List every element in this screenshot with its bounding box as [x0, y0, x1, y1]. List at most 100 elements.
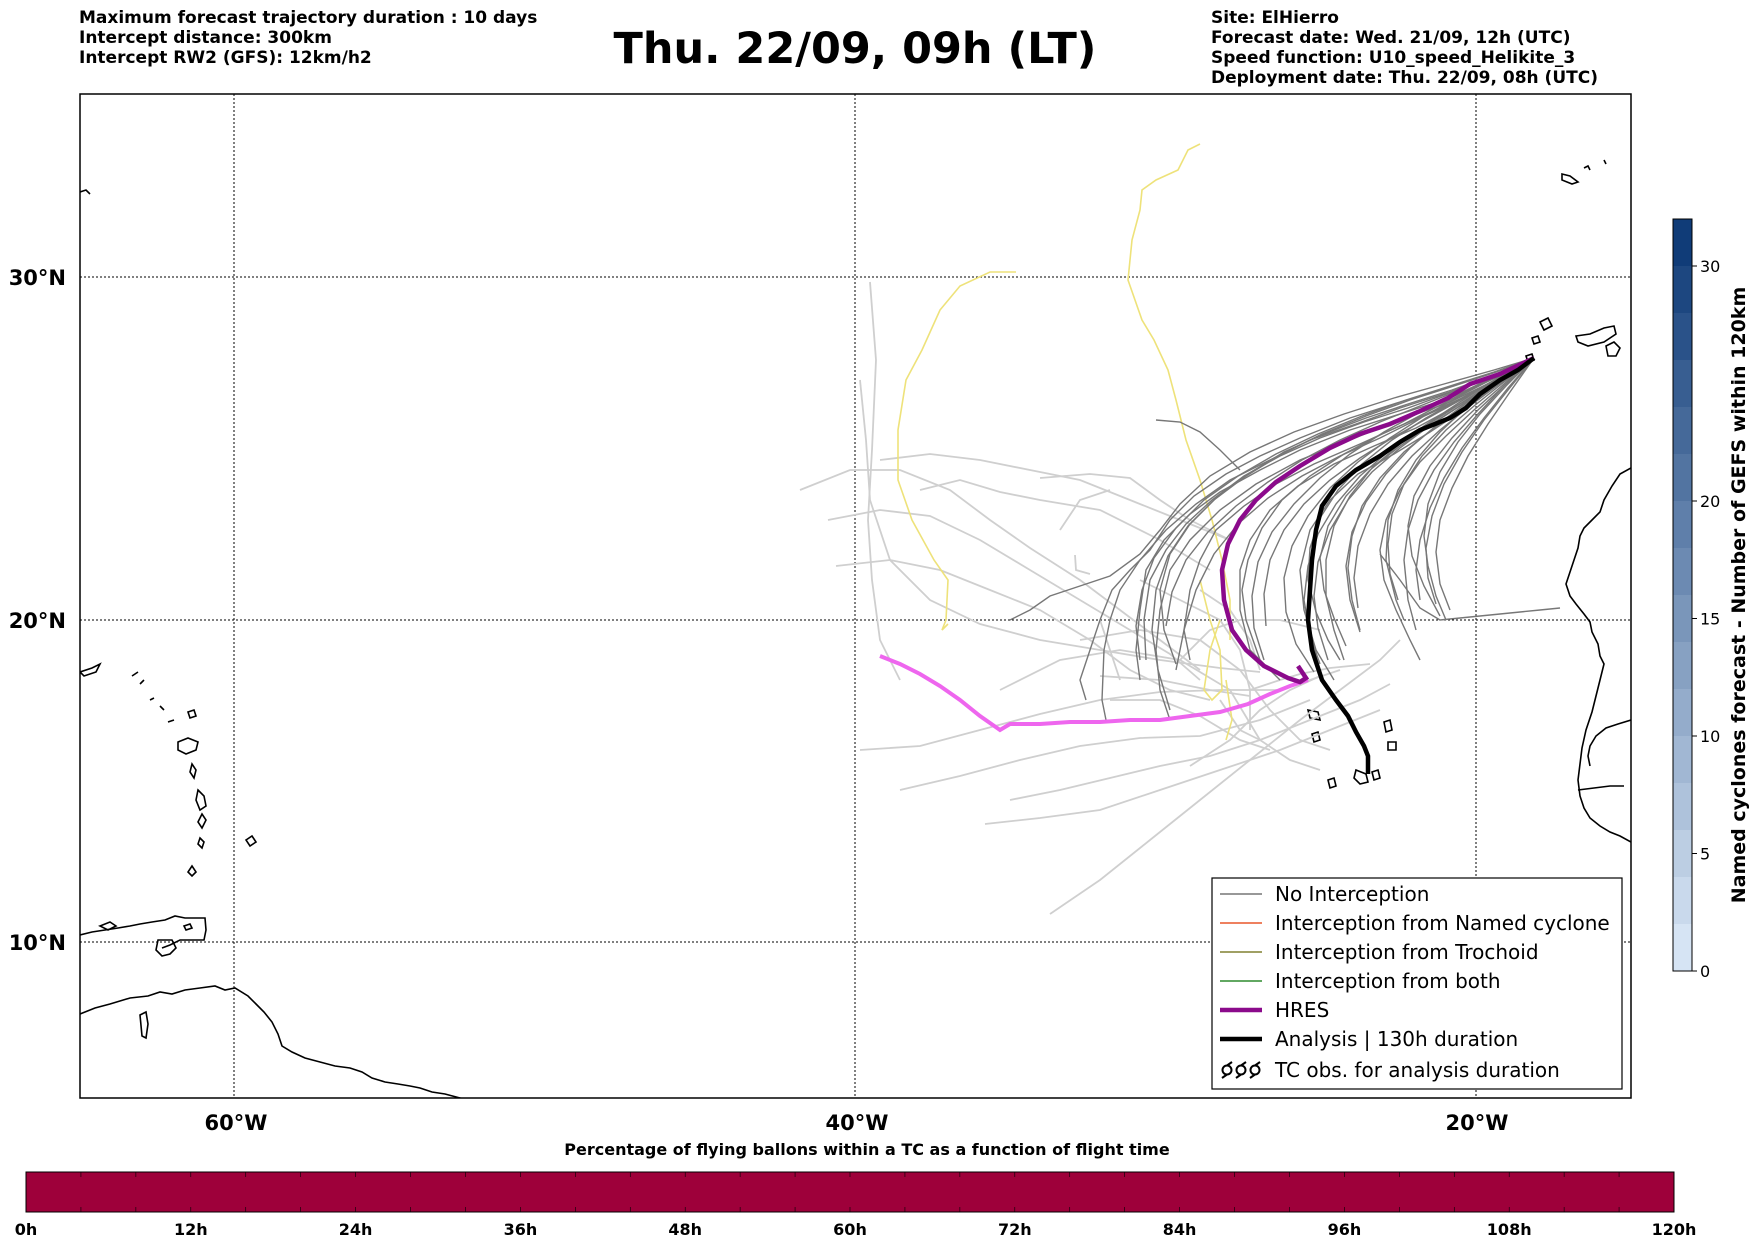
bottom-bar-title: Percentage of flying ballons within a TC…: [564, 1140, 1170, 1159]
colorbar-tick-label: 20: [1700, 492, 1720, 511]
hour-tick-label: 0h: [15, 1220, 38, 1239]
hour-tick-label: 72h: [998, 1220, 1032, 1239]
barbados: [244, 834, 258, 848]
lat-label-10: 10°N: [9, 931, 66, 955]
yellow-trajectories: [897, 143, 1233, 741]
colorbar-tick-label: 5: [1700, 845, 1710, 864]
st-lucia: [197, 812, 207, 830]
legend-label-analysis: Analysis | 130h duration: [1275, 1027, 1518, 1051]
colorbar-tick-label: 15: [1700, 610, 1720, 629]
hour-tick-label: 96h: [1328, 1220, 1362, 1239]
tc-percentage-bar: [25, 1171, 1675, 1213]
bermuda: [80, 189, 91, 195]
puerto-rico-virgin: [80, 662, 102, 677]
coastlines: [80, 159, 1631, 1098]
lat-label-20: 20°N: [9, 609, 66, 633]
lat-label-30: 30°N: [9, 266, 66, 290]
margarita: [98, 921, 118, 931]
colorbar-cell: [1673, 595, 1692, 642]
lanzarote-fuerteventura: [1574, 325, 1617, 347]
tenerife: [1538, 316, 1554, 332]
hour-tick-label: 84h: [1163, 1220, 1197, 1239]
colorbar-cell: [1673, 266, 1692, 313]
hour-tick-label: 108h: [1487, 1220, 1532, 1239]
hres-line: [1219, 355, 1535, 685]
colorbar-cell: [1673, 454, 1692, 501]
colorbar-cell: [1673, 407, 1692, 454]
cape-verde-5: [1371, 768, 1381, 782]
header-right-info: Site: ElHierro Forecast date: Wed. 21/09…: [1211, 8, 1598, 88]
cape-verde-3: [1306, 708, 1322, 722]
colorbar-cell: [1673, 783, 1692, 830]
antigua: [186, 708, 198, 720]
south-america-coast: [80, 985, 465, 1098]
hour-tick-label: 24h: [339, 1220, 373, 1239]
colorbar-tick-label: 10: [1700, 727, 1720, 746]
cape-verde-7: [1311, 730, 1321, 744]
colorbar-cell: [1673, 736, 1692, 783]
legend-label-both: Interception from both: [1275, 969, 1501, 993]
senegal-coast: [1587, 719, 1631, 767]
colorbar-cells: [1673, 219, 1692, 971]
madeira: [1561, 172, 1580, 185]
colorbar-cell: [1673, 642, 1692, 689]
la-gomera: [1530, 334, 1542, 346]
hour-tick-label: 120h: [1652, 1220, 1697, 1239]
guadeloupe: [177, 737, 199, 755]
trinidad-south: [139, 1010, 149, 1040]
gran-canaria: [1605, 341, 1621, 357]
page-title: Thu. 22/09, 09h (LT): [613, 24, 1097, 74]
colorbar-cell: [1673, 924, 1692, 971]
forecast-date-text: Forecast date: Wed. 21/09, 12h (UTC): [1211, 28, 1571, 48]
cyclone-symbol-icon: [1221, 1061, 1261, 1079]
cape-verde-1: [1383, 718, 1393, 734]
hour-tick-label: 36h: [504, 1220, 538, 1239]
cape-verde-4: [1353, 768, 1369, 785]
colorbar-cell: [1673, 877, 1692, 924]
colorbar-cell: [1673, 501, 1692, 548]
st-vincent: [197, 836, 205, 850]
legend-label-tc-obs: TC obs. for analysis duration: [1274, 1058, 1560, 1082]
grenada: [186, 864, 198, 878]
hres-extension-line: [879, 654, 1309, 733]
lesser-antilles-north: [131, 671, 175, 723]
colorbar-cell: [1673, 548, 1692, 595]
lon-label-60w: 60°W: [205, 1111, 268, 1135]
colorbar-cell: [1673, 313, 1692, 360]
legend-box: [1211, 877, 1623, 1090]
colorbar: 0 5 10 15 20 30 Named cyclones forecast - Num…: [1672, 218, 1750, 981]
legend-label-hres: HRES: [1275, 998, 1329, 1022]
intercept-distance-text: Intercept distance: 300km: [79, 28, 332, 48]
hour-ticks: 0h 12h 24h 36h 48h 60h 72h 84h 96h 108h 120h: [15, 1220, 1697, 1239]
lon-label-40w: 40°W: [826, 1111, 889, 1135]
max-duration-text: Maximum forecast trajectory duration : 1…: [79, 8, 538, 28]
colorbar-tick-label: 0: [1700, 962, 1710, 981]
lon-label-20w: 20°W: [1446, 1111, 1509, 1135]
no-interception-trajectories: [1009, 357, 1561, 721]
analysis-line: [1305, 356, 1536, 774]
bar-minor-ticks: [80, 1172, 1620, 1212]
colorbar-ticks: 0 5 10 15 20 30: [1692, 257, 1720, 981]
legend-label-trochoid: Interception from Trochoid: [1275, 940, 1539, 964]
colorbar-cell: [1673, 360, 1692, 407]
site-text: Site: ElHierro: [1211, 8, 1339, 28]
hour-tick-label: 60h: [833, 1220, 867, 1239]
cape-verde-2: [1387, 741, 1397, 751]
morocco-coast: [1565, 467, 1631, 843]
colorbar-cell: [1673, 219, 1692, 266]
paria-coast: [80, 915, 207, 949]
legend-label-named-cyclone: Interception from Named cyclone: [1275, 911, 1610, 935]
martinique: [195, 788, 207, 812]
cape-verde-6: [1327, 776, 1337, 790]
madeira-small: [1583, 159, 1607, 171]
colorbar-label: Named cyclones forecast - Number of GEFS…: [1728, 287, 1750, 904]
map-frame: [79, 93, 1632, 1099]
legend-label-no-interception: No Interception: [1275, 882, 1429, 906]
colorbar-tick-label: 30: [1700, 257, 1720, 276]
colorbar-cell: [1673, 689, 1692, 736]
deployment-date-text: Deployment date: Thu. 22/09, 08h (UTC): [1211, 68, 1598, 88]
tobago: [182, 923, 194, 931]
trinidad: [155, 939, 177, 957]
header-left-info: Maximum forecast trajectory duration : 1…: [79, 8, 537, 68]
